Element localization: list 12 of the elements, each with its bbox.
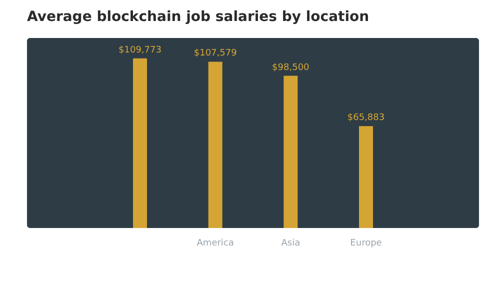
- x-tick-label: Europe: [350, 238, 382, 248]
- bar: [284, 76, 298, 228]
- data-label: $107,579: [194, 48, 238, 59]
- bar: [208, 62, 222, 228]
- data-label: $65,883: [347, 113, 385, 124]
- bar: [359, 126, 373, 228]
- data-label: $98,500: [272, 62, 310, 73]
- x-tick-label: America: [196, 238, 234, 248]
- x-tick-label: Asia: [281, 238, 300, 248]
- bar: [133, 58, 147, 228]
- data-label: $109,773: [118, 45, 162, 56]
- chart-title: Average blockchain job salaries by location: [27, 9, 370, 25]
